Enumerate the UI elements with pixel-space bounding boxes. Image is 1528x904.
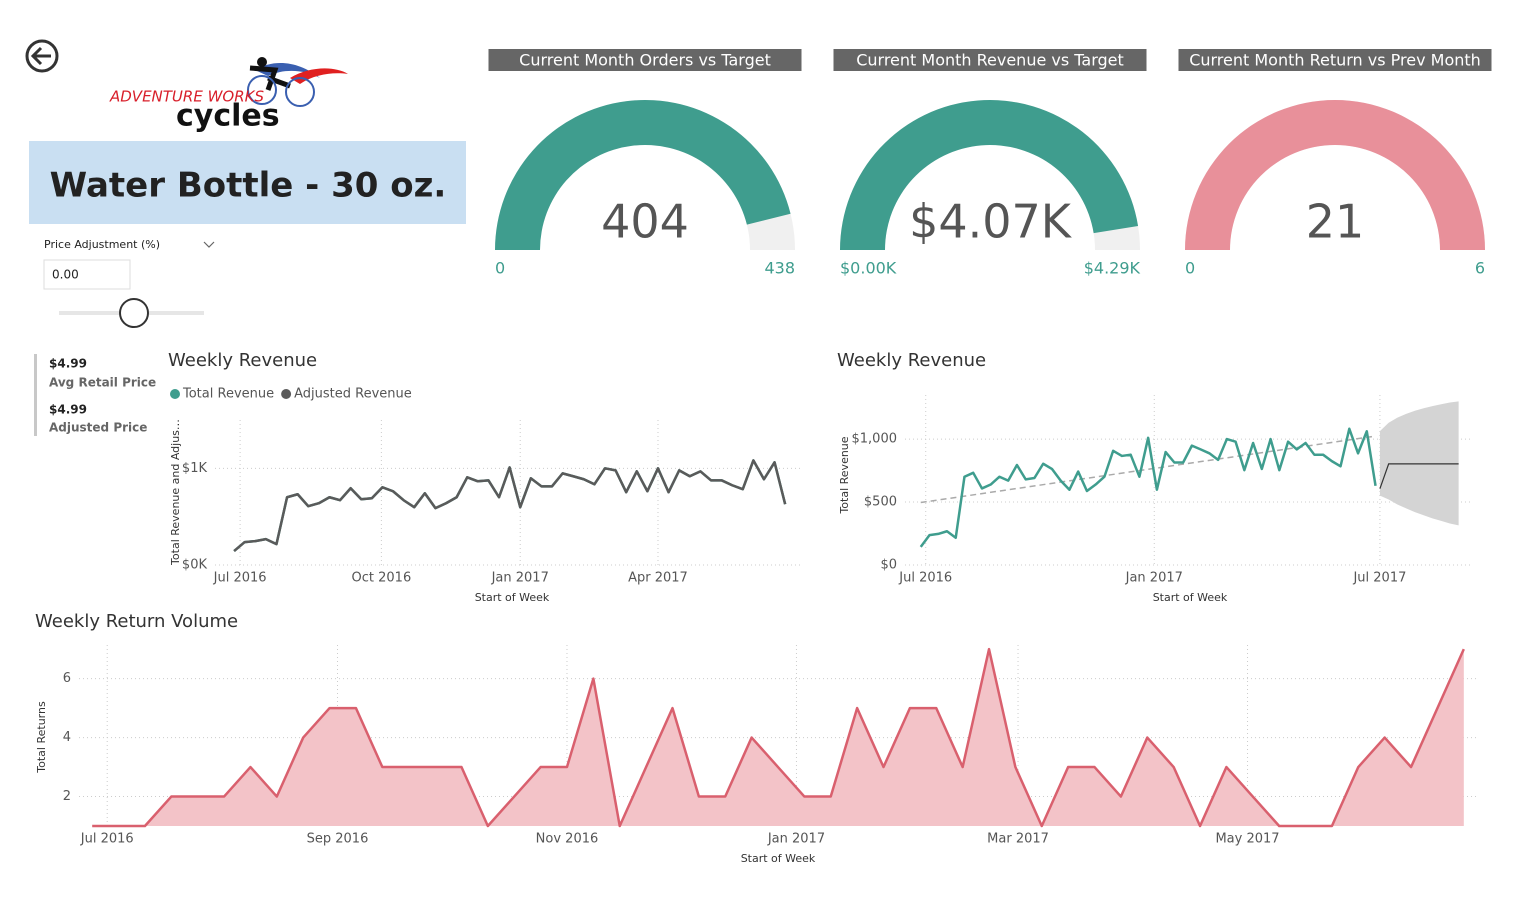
x-tick-label: Jan 2017 xyxy=(1125,571,1183,586)
chart-title: Weekly Revenue xyxy=(168,350,317,371)
gauge-title: Current Month Return vs Prev Month xyxy=(1189,51,1481,70)
area-line xyxy=(92,647,1465,828)
logo-wheel xyxy=(247,75,277,105)
gauge-min: 0 xyxy=(495,259,505,278)
x-tick-label: Apr 2017 xyxy=(628,571,688,586)
gauge-title: Current Month Revenue vs Target xyxy=(856,51,1124,70)
card-label: Adjusted Price xyxy=(49,421,147,435)
slider-knob[interactable] xyxy=(119,298,149,328)
x-axis-label: Start of Week xyxy=(741,852,816,865)
back-arrow[interactable] xyxy=(30,46,51,66)
x-tick-label: Jan 2017 xyxy=(767,832,825,847)
slicer[interactable]: Price Adjustment (%) 0.00 xyxy=(43,238,215,328)
gauge-max: $4.29K xyxy=(1084,259,1141,278)
back-button[interactable] xyxy=(25,39,59,73)
product-box xyxy=(29,141,466,224)
gauge-fill xyxy=(840,100,1139,250)
logo-rider xyxy=(257,57,267,67)
card-bar xyxy=(34,354,37,436)
x-tick-label: Jul 2016 xyxy=(213,571,267,586)
x-tick-label: Jul 2016 xyxy=(80,832,134,847)
card-value: $4.99 xyxy=(49,357,87,371)
y-axis-label: Total Revenue xyxy=(838,436,851,514)
gauge-max: 438 xyxy=(764,259,795,278)
gauge-value: 404 xyxy=(601,195,689,249)
x-axis-label: Start of Week xyxy=(475,591,550,604)
x-tick-label: Oct 2016 xyxy=(352,571,412,586)
logo: ADVENTURE WORKS cycles xyxy=(109,57,348,134)
y-tick-label: $0K xyxy=(182,558,208,573)
legend-swatch xyxy=(170,389,180,399)
series-line xyxy=(233,459,787,553)
gauge-title-bar xyxy=(488,49,802,71)
y-tick-label: 2 xyxy=(63,789,71,804)
logo-brand: ADVENTURE WORKS xyxy=(109,88,264,106)
x-axis-label: Start of Week xyxy=(1153,591,1228,604)
gauge-min: 0 xyxy=(1185,259,1195,278)
area-fill xyxy=(92,649,1464,826)
x-tick-label: Jan 2017 xyxy=(491,571,549,586)
x-tick-label: May 2017 xyxy=(1215,832,1279,847)
gauge-fill xyxy=(495,100,791,250)
gauge-value: 21 xyxy=(1306,195,1365,249)
chart-title: Weekly Return Volume xyxy=(35,611,238,632)
back-circle[interactable] xyxy=(25,39,59,73)
y-axis-label: Total Returns xyxy=(35,701,48,774)
series-line xyxy=(919,427,1377,548)
slicer-chevron[interactable] xyxy=(203,241,215,248)
slicer-value[interactable]: 0.00 xyxy=(52,268,79,282)
y-tick-label: 4 xyxy=(63,730,71,745)
x-tick-label: Nov 2016 xyxy=(536,832,599,847)
x-tick-label: Jul 2017 xyxy=(1352,571,1406,586)
chart-title: Weekly Revenue xyxy=(837,350,986,371)
card-label: Avg Retail Price xyxy=(49,376,156,390)
gauge-fill xyxy=(1185,100,1485,250)
product-title: Water Bottle - 30 oz. xyxy=(50,166,447,206)
logo-swoosh xyxy=(290,68,348,84)
y-tick-label: $500 xyxy=(864,495,897,510)
gauge-title-bar xyxy=(1178,49,1492,71)
x-tick-label: Mar 2017 xyxy=(987,832,1049,847)
slicer-input[interactable] xyxy=(43,259,131,290)
x-tick-label: Jul 2016 xyxy=(898,571,952,586)
card-value: $4.99 xyxy=(49,403,87,417)
gauge-max: 6 xyxy=(1475,259,1485,278)
y-tick-label: $1K xyxy=(182,461,208,476)
legend-label: Total Revenue xyxy=(182,387,274,402)
y-axis-label: Total Revenue and Adjus… xyxy=(169,419,182,566)
y-tick-label: $1,000 xyxy=(852,432,898,447)
gauge-min: $0.00K xyxy=(840,259,897,278)
x-tick-label: Sep 2016 xyxy=(307,832,369,847)
legend-swatch xyxy=(281,389,292,399)
legend-label: Adjusted Revenue xyxy=(294,387,412,402)
gauge-value: $4.07K xyxy=(909,195,1073,249)
gauge-title-bar xyxy=(833,49,1147,71)
y-tick-label: 6 xyxy=(63,671,71,686)
forecast-line xyxy=(1379,463,1459,489)
gauge-title: Current Month Orders vs Target xyxy=(519,51,771,70)
slicer-label: Price Adjustment (%) xyxy=(44,238,160,251)
logo-wheel xyxy=(285,77,315,107)
logo-wordmark: cycles xyxy=(176,99,280,134)
y-tick-label: $0 xyxy=(880,558,897,573)
